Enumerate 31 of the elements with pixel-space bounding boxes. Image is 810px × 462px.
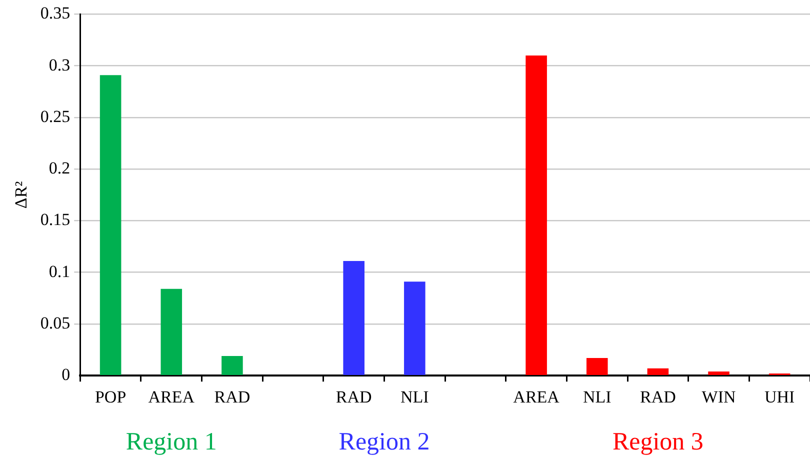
y-tick-label: 0 xyxy=(62,365,70,384)
bar xyxy=(100,75,122,375)
text: Region 2 xyxy=(338,428,430,456)
text: Region 1 xyxy=(126,428,217,456)
x-tick-label: NLI xyxy=(400,387,430,406)
x-tick-label: AREA xyxy=(513,387,560,406)
bar xyxy=(343,260,364,375)
y-tick-label: 0.25 xyxy=(40,106,70,126)
bar xyxy=(526,56,547,375)
bar xyxy=(404,282,426,375)
bar xyxy=(586,358,608,375)
y-tick-label: 0.15 xyxy=(40,210,70,230)
y-tick-label: 0.3 xyxy=(48,55,70,74)
bar xyxy=(647,368,669,375)
y-tick-label: 0.1 xyxy=(48,262,70,281)
x-tick-label: RAD xyxy=(640,387,676,406)
bar xyxy=(160,288,182,375)
bar xyxy=(222,356,243,375)
y-tick-label: 0.2 xyxy=(48,158,70,178)
y-tick-label: 0.35 xyxy=(40,4,70,23)
x-tick-label: RAD xyxy=(214,387,250,406)
x-tick-label: UHI xyxy=(764,387,796,406)
y-axis-title: ΔR² xyxy=(12,181,31,209)
x-tick-label: RAD xyxy=(336,387,372,406)
text: Region 3 xyxy=(612,428,704,456)
y-tick-label: 0.05 xyxy=(40,313,70,332)
bar xyxy=(708,371,730,375)
x-tick-label: POP xyxy=(94,387,126,406)
x-tick-label: AREA xyxy=(148,387,196,406)
x-tick-label: WIN xyxy=(702,387,736,406)
x-tick-label: NLI xyxy=(582,387,612,406)
